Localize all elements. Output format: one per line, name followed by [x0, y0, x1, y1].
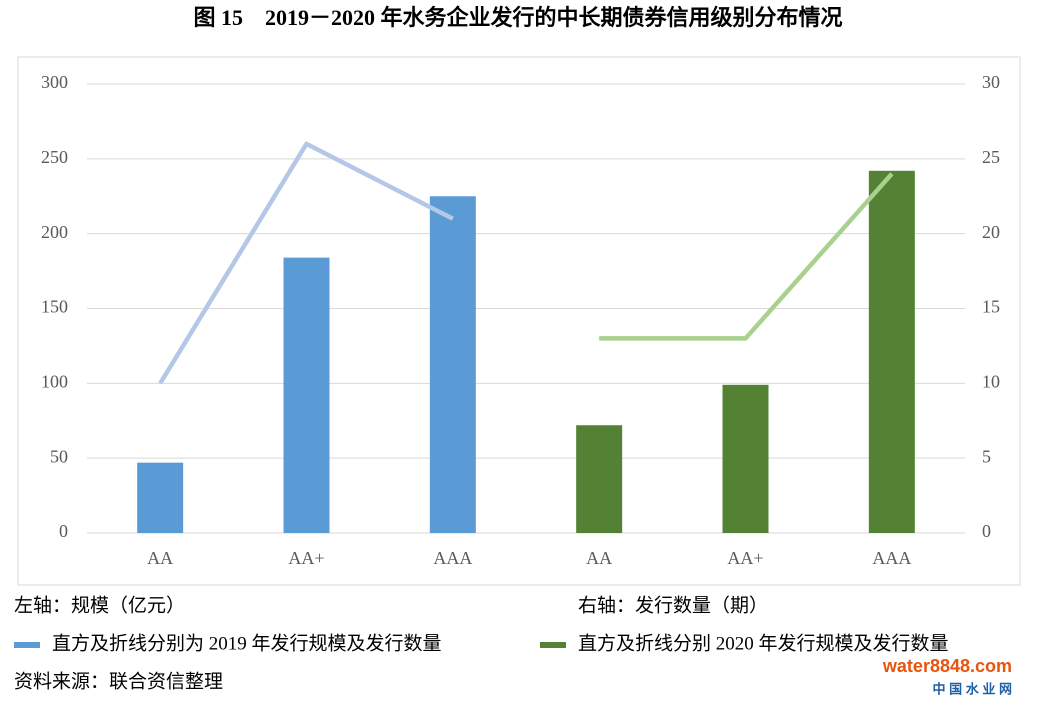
- bar: [868, 170, 915, 533]
- chart-title: 图 15 2019－2020 年水务企业发行的中长期债券信用级别分布情况: [193, 5, 842, 30]
- right-axis-note: 右轴：发行数量（期）: [578, 594, 768, 616]
- chart-frame: [17, 56, 1021, 586]
- x-tick-label: AA: [147, 548, 173, 568]
- line: [158, 141, 454, 385]
- y2-tick-label: 10: [982, 371, 1000, 391]
- line: [599, 172, 894, 341]
- bar: [722, 384, 769, 533]
- left-axis-note: 左轴：规模（亿元）: [14, 594, 185, 616]
- watermark: water8848.com: [882, 656, 1012, 676]
- y-tick-label: 0: [59, 521, 68, 541]
- bar: [576, 425, 623, 533]
- source: 资料来源：联合资信整理: [14, 670, 223, 692]
- y2-tick-label: 20: [982, 222, 1000, 242]
- y2-tick-label: 15: [982, 297, 1000, 317]
- y2-tick-label: 5: [982, 446, 991, 466]
- y2-tick-label: 0: [982, 521, 991, 541]
- bar: [137, 462, 184, 533]
- x-tick-label: AAA: [433, 548, 472, 568]
- y-tick-label: 150: [41, 297, 68, 317]
- legend-label: 直方及折线分别 2020 年发行规模及发行数量: [578, 632, 949, 654]
- watermark-sub: 中 国 水 业 网: [933, 681, 1012, 696]
- y-tick-label: 200: [41, 222, 68, 242]
- x-tick-label: AA+: [727, 548, 763, 568]
- x-tick-label: AAA: [872, 548, 911, 568]
- x-tick-label: AA+: [288, 548, 324, 568]
- bar: [429, 196, 476, 533]
- y-tick-label: 50: [50, 446, 68, 466]
- bar: [283, 257, 330, 533]
- legend-label: 直方及折线分别为 2019 年发行规模及发行数量: [52, 632, 442, 654]
- y2-tick-label: 25: [982, 147, 1000, 167]
- y2-tick-label: 30: [982, 72, 1000, 92]
- legend-swatch: [14, 642, 40, 648]
- x-tick-label: AA: [586, 548, 612, 568]
- y-tick-label: 300: [41, 72, 68, 92]
- y-tick-label: 100: [41, 371, 68, 391]
- y-tick-label: 250: [41, 147, 68, 167]
- legend-swatch: [540, 642, 566, 648]
